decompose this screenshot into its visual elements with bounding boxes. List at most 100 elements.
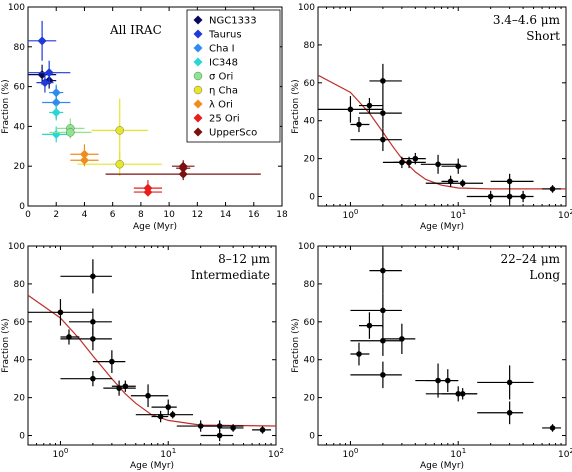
data-point bbox=[51, 129, 61, 139]
x-tick-label: 8 bbox=[138, 210, 144, 220]
legend-label: NGC1333 bbox=[209, 16, 257, 27]
legend-label: UpperSco bbox=[209, 128, 257, 139]
data-point bbox=[412, 155, 419, 162]
data-point bbox=[66, 128, 75, 137]
y-tick-label: 20 bbox=[14, 162, 26, 172]
data-point bbox=[444, 377, 451, 384]
y-tick-label: 80 bbox=[304, 41, 316, 51]
plot-data bbox=[28, 259, 276, 442]
legend: NGC1333 Taurus Cha I IC348 σ Ori η Cha λ Ori 25… bbox=[186, 9, 281, 143]
x-tick-label: 102 bbox=[268, 447, 284, 460]
y-tick-label: 80 bbox=[304, 280, 316, 290]
panel-title: All IRAC bbox=[109, 23, 162, 37]
data-point bbox=[406, 159, 412, 166]
legend-label: IC348 bbox=[209, 58, 238, 69]
x-tick-label: 12 bbox=[192, 210, 203, 220]
data-point bbox=[165, 404, 172, 410]
plot-data bbox=[28, 20, 261, 197]
data-point bbox=[145, 392, 151, 399]
y-tick-label: 40 bbox=[14, 356, 26, 366]
legend-marker bbox=[193, 127, 203, 137]
x-tick-label: 18 bbox=[276, 210, 288, 220]
x-tick-label: 101 bbox=[450, 208, 466, 221]
panel-title: 22–24 μm bbox=[500, 252, 560, 266]
y-tick-label: 40 bbox=[304, 356, 316, 366]
data-point bbox=[435, 161, 441, 168]
y-tick-label: 60 bbox=[14, 83, 26, 93]
legend-marker bbox=[193, 29, 203, 39]
data-point bbox=[90, 375, 96, 382]
panel-subtitle: Short bbox=[526, 29, 560, 43]
chart-panel-3: 0 20 40 60 80 100 100 101 102 Age (Myr) Fraction (… bbox=[1, 242, 284, 471]
data-point bbox=[57, 309, 64, 316]
data-point bbox=[356, 351, 362, 357]
x-tick-label: 16 bbox=[248, 210, 260, 220]
x-tick-label: 14 bbox=[220, 210, 232, 220]
legend-label: σ Ori bbox=[209, 72, 233, 83]
x-axis-label: Age (Myr) bbox=[130, 461, 174, 471]
y-axis-label: Fraction (%) bbox=[1, 318, 11, 372]
legend-marker bbox=[193, 43, 203, 53]
legend-box bbox=[186, 9, 281, 143]
data-point bbox=[506, 379, 513, 386]
data-point bbox=[109, 358, 115, 365]
data-point bbox=[122, 383, 129, 390]
data-point bbox=[506, 178, 513, 185]
data-point bbox=[143, 187, 153, 197]
data-point bbox=[459, 180, 466, 187]
y-tick-label: 100 bbox=[298, 3, 315, 13]
plot-data bbox=[350, 247, 562, 432]
data-point bbox=[399, 336, 405, 342]
data-point bbox=[356, 121, 362, 128]
legend-marker bbox=[193, 57, 203, 67]
data-point bbox=[549, 425, 556, 431]
x-tick-label: 102 bbox=[558, 208, 572, 221]
plot-data bbox=[318, 63, 566, 205]
fit-curve bbox=[318, 74, 566, 190]
data-point bbox=[51, 98, 61, 108]
chart-panel-4: 0 20 40 60 80 100 100 101 102 Age (Myr) Fraction (… bbox=[291, 242, 572, 471]
chart-panel-2: 0 20 40 60 80 100 100 101 102 Age (Myr) Fraction (… bbox=[291, 3, 572, 232]
x-tick-label: 6 bbox=[110, 210, 116, 220]
data-point bbox=[37, 36, 47, 46]
legend-label: η Cha bbox=[209, 86, 238, 97]
x-tick-label: 101 bbox=[160, 447, 176, 460]
data-point bbox=[169, 411, 176, 418]
x-axis-label: Age (Myr) bbox=[133, 222, 177, 232]
legend-label: 25 Ori bbox=[209, 114, 240, 125]
data-point bbox=[347, 106, 354, 113]
x-tick-label: 100 bbox=[342, 208, 358, 221]
data-point bbox=[216, 432, 223, 439]
data-point bbox=[115, 126, 124, 135]
y-tick-label: 40 bbox=[304, 117, 316, 127]
legend-marker bbox=[193, 99, 203, 109]
data-point bbox=[51, 107, 61, 117]
x-axis-label: Age (Myr) bbox=[420, 461, 464, 471]
legend-marker bbox=[193, 85, 203, 95]
x-axis-label: Age (Myr) bbox=[420, 222, 464, 232]
legend-label: λ Ori bbox=[209, 100, 233, 111]
legend-label: Cha I bbox=[209, 44, 235, 55]
data-point bbox=[455, 163, 462, 169]
data-point bbox=[487, 193, 494, 200]
x-tick-label: 101 bbox=[450, 447, 466, 460]
y-tick-label: 60 bbox=[14, 318, 26, 328]
y-tick-label: 80 bbox=[14, 280, 26, 290]
data-point bbox=[380, 372, 386, 378]
x-tick-label: 100 bbox=[52, 447, 68, 460]
plot-frame bbox=[27, 6, 283, 207]
data-point bbox=[380, 78, 386, 84]
data-point bbox=[520, 193, 526, 200]
data-point bbox=[230, 425, 236, 431]
legend-marker bbox=[193, 15, 203, 25]
data-point bbox=[90, 273, 96, 280]
y-axis-label: Fraction (%) bbox=[291, 318, 301, 372]
data-point bbox=[51, 88, 61, 98]
data-point bbox=[115, 160, 124, 169]
x-tick-label: 0 bbox=[25, 210, 31, 220]
y-tick-label: 0 bbox=[309, 193, 315, 203]
data-point bbox=[506, 409, 513, 416]
y-tick-label: 20 bbox=[14, 394, 26, 404]
y-tick-label: 100 bbox=[298, 242, 315, 252]
